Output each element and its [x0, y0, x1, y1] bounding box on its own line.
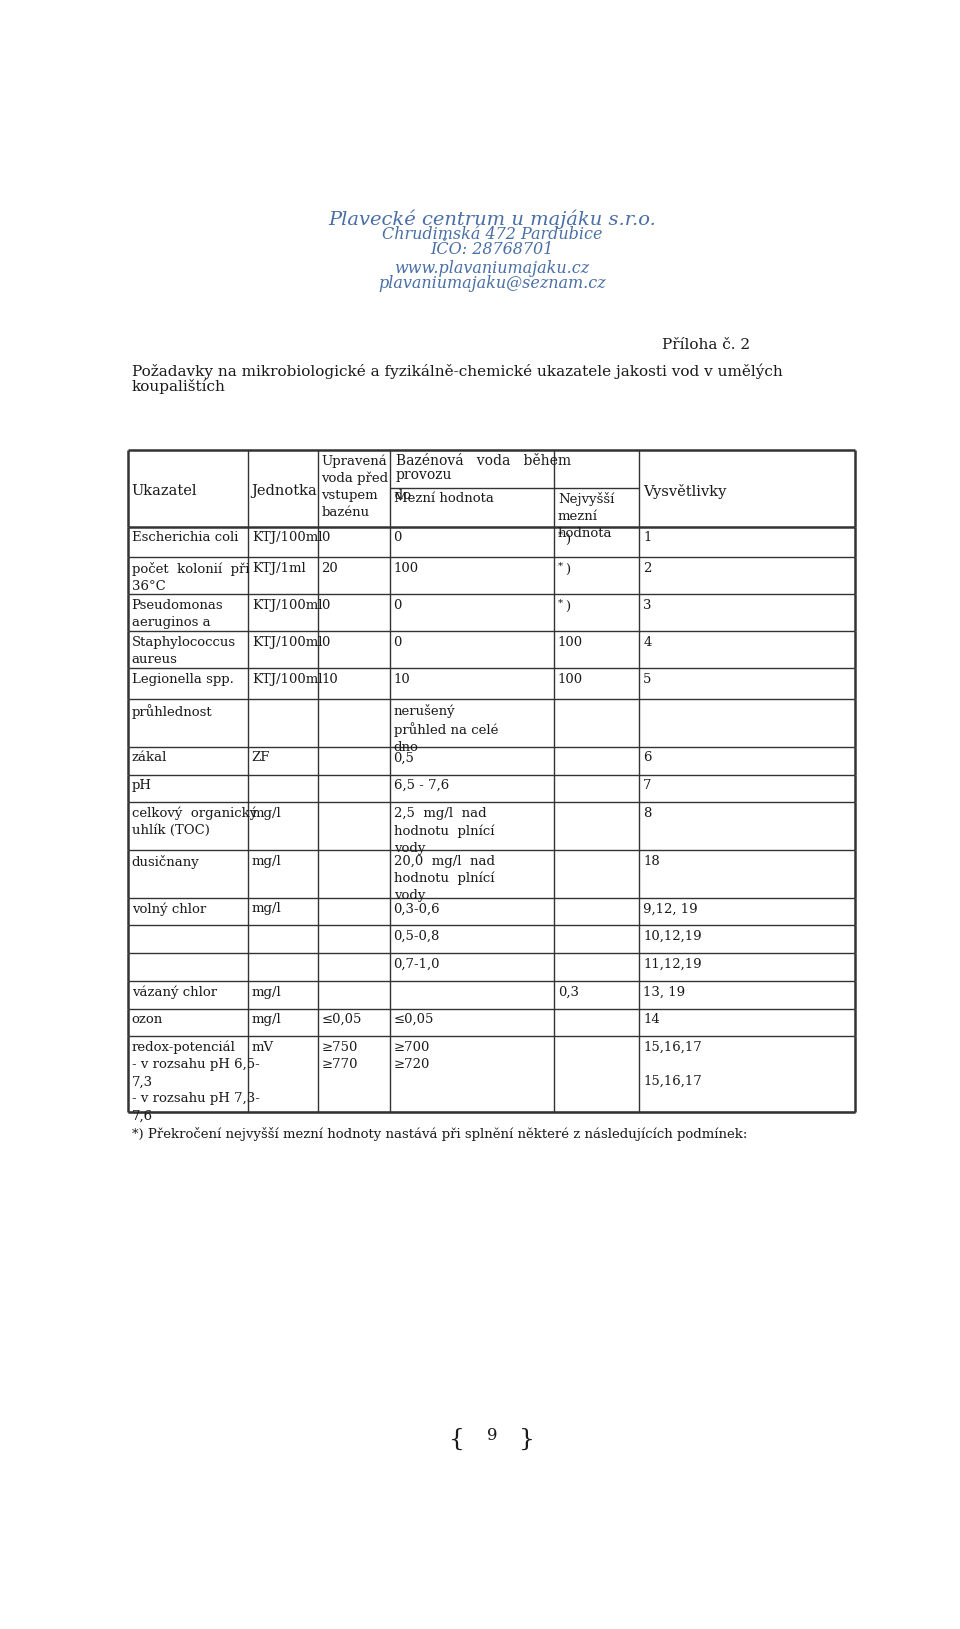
Text: 20,0  mg/l  nad
hodnotu  plnící
vody: 20,0 mg/l nad hodnotu plnící vody	[394, 855, 494, 902]
Text: 0: 0	[322, 531, 330, 544]
Text: ≥750
≥770: ≥750 ≥770	[322, 1041, 358, 1070]
Text: 10,12,19: 10,12,19	[643, 930, 702, 943]
Text: 1: 1	[643, 531, 652, 544]
Text: 0: 0	[394, 635, 402, 648]
Text: 13, 19: 13, 19	[643, 986, 685, 999]
Text: Příloha č. 2: Příloha č. 2	[662, 337, 751, 352]
Text: pH: pH	[132, 779, 152, 792]
Text: KTJ/100ml: KTJ/100ml	[252, 531, 323, 544]
Text: celkový  organický
uhlík (TOC): celkový organický uhlík (TOC)	[132, 806, 257, 837]
Text: 100: 100	[558, 673, 583, 686]
Text: 0: 0	[322, 599, 330, 613]
Text: 7: 7	[643, 779, 652, 792]
Text: 0: 0	[394, 599, 402, 613]
Text: KTJ/100ml: KTJ/100ml	[252, 599, 323, 613]
Text: Upravená
voda před
vstupem    do
bazénu: Upravená voda před vstupem do bazénu	[322, 454, 412, 520]
Text: ): )	[564, 601, 570, 614]
Text: 3: 3	[643, 599, 652, 613]
Text: KTJ/100ml: KTJ/100ml	[252, 673, 323, 686]
Text: 10: 10	[394, 673, 410, 686]
Text: 18: 18	[643, 855, 660, 868]
Text: dusičnany: dusičnany	[132, 855, 200, 868]
Text: Escherichia coli: Escherichia coli	[132, 531, 238, 544]
Text: 4: 4	[643, 635, 652, 648]
Text: 15,16,17

15,16,17: 15,16,17 15,16,17	[643, 1041, 702, 1088]
Text: 0,5-0,8: 0,5-0,8	[394, 930, 440, 943]
Text: mg/l: mg/l	[252, 902, 281, 915]
Text: Ukazatel: Ukazatel	[132, 484, 197, 498]
Text: 8: 8	[643, 806, 652, 819]
Text: Legionella spp.: Legionella spp.	[132, 673, 233, 686]
Text: Vysvětlivky: Vysvětlivky	[643, 484, 727, 498]
Text: 11,12,19: 11,12,19	[643, 958, 702, 971]
Text: mg/l: mg/l	[252, 1013, 281, 1026]
Text: 6: 6	[643, 751, 652, 764]
Text: provozu: provozu	[396, 468, 452, 482]
Text: 6,5 - 7,6: 6,5 - 7,6	[394, 779, 449, 792]
Text: nerušený
průhled na celé
dno: nerušený průhled na celé dno	[394, 704, 498, 754]
Text: plavaniumajaku@seznam.cz: plavaniumajaku@seznam.cz	[378, 275, 606, 292]
Text: KTJ/1ml: KTJ/1ml	[252, 562, 305, 575]
Text: IČO: 28768701: IČO: 28768701	[430, 241, 554, 257]
Text: mV: mV	[252, 1041, 274, 1054]
Text: KTJ/100ml: KTJ/100ml	[252, 635, 323, 648]
Text: 2: 2	[643, 562, 652, 575]
Text: ): )	[564, 534, 570, 546]
Text: Bazénová   voda   během: Bazénová voda během	[396, 454, 571, 468]
Text: }: }	[518, 1427, 535, 1450]
Text: 0,3: 0,3	[558, 986, 579, 999]
Text: koupalištích: koupalištích	[132, 378, 226, 394]
Text: 0: 0	[394, 531, 402, 544]
Text: ≥700
≥720: ≥700 ≥720	[394, 1041, 430, 1070]
Text: Nejvyšší
mezní
hodnota: Nejvyšší mezní hodnota	[558, 492, 614, 539]
Text: 100: 100	[558, 635, 583, 648]
Text: 10: 10	[322, 673, 338, 686]
Text: ): )	[564, 564, 570, 577]
Text: mg/l: mg/l	[252, 806, 281, 819]
Text: 0: 0	[322, 635, 330, 648]
Text: *: *	[558, 562, 563, 572]
Text: vázaný chlor: vázaný chlor	[132, 986, 217, 999]
Text: www.plavaniumajaku.cz: www.plavaniumajaku.cz	[395, 261, 589, 277]
Text: ≤0,05: ≤0,05	[322, 1013, 362, 1026]
Text: průhlednost: průhlednost	[132, 704, 212, 718]
Text: 100: 100	[394, 562, 419, 575]
Text: 2,5  mg/l  nad
hodnotu  plnící
vody: 2,5 mg/l nad hodnotu plnící vody	[394, 806, 494, 855]
Text: Chrudimská 472 Pardubice: Chrudimská 472 Pardubice	[382, 226, 602, 243]
Text: Plavecké centrum u majáku s.r.o.: Plavecké centrum u majáku s.r.o.	[328, 210, 656, 228]
Text: 5: 5	[643, 673, 652, 686]
Text: 14: 14	[643, 1013, 660, 1026]
Text: *: *	[558, 599, 563, 608]
Text: 9,12, 19: 9,12, 19	[643, 902, 698, 915]
Text: Mezní hodnota: Mezní hodnota	[394, 492, 493, 505]
Text: Požadavky na mikrobiologické a fyzikálně-chemické ukazatele jakosti vod v umělýc: Požadavky na mikrobiologické a fyzikálně…	[132, 363, 782, 380]
Text: 0,5: 0,5	[394, 751, 415, 764]
Text: ≤0,05: ≤0,05	[394, 1013, 434, 1026]
Text: *) Překročení nejvyšší mezní hodnoty nastává při splnění některé z následujících: *) Překročení nejvyšší mezní hodnoty nas…	[132, 1127, 747, 1142]
Text: 9: 9	[487, 1427, 497, 1445]
Text: 0,7-1,0: 0,7-1,0	[394, 958, 440, 971]
Text: 0,3-0,6: 0,3-0,6	[394, 902, 441, 915]
Text: volný chlor: volný chlor	[132, 902, 205, 915]
Text: počet  kolonií  při
36°C: počet kolonií při 36°C	[132, 562, 250, 593]
Text: ozon: ozon	[132, 1013, 163, 1026]
Text: mg/l: mg/l	[252, 855, 281, 868]
Text: 20: 20	[322, 562, 338, 575]
Text: Jednotka: Jednotka	[252, 484, 318, 498]
Text: zákal: zákal	[132, 751, 167, 764]
Text: redox-potenciál
- v rozsahu pH 6,5-
7,3
- v rozsahu pH 7,3-
7,6: redox-potenciál - v rozsahu pH 6,5- 7,3 …	[132, 1041, 259, 1122]
Text: Staphylococcus
aureus: Staphylococcus aureus	[132, 635, 236, 666]
Text: ZF: ZF	[252, 751, 270, 764]
Text: mg/l: mg/l	[252, 986, 281, 999]
Text: {: {	[449, 1427, 465, 1450]
Text: *: *	[558, 531, 563, 541]
Text: Pseudomonas
aeruginos a: Pseudomonas aeruginos a	[132, 599, 224, 629]
